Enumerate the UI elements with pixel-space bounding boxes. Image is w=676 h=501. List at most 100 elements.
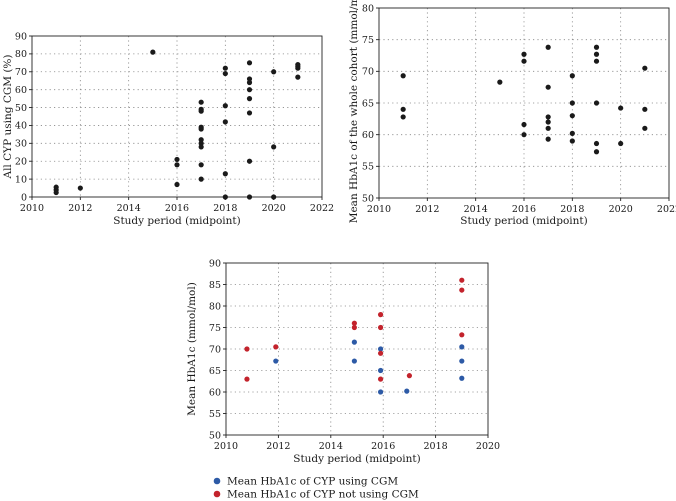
chart-cohort-hba1c-ytick-label: 80 (362, 3, 374, 14)
chart-cohort-hba1c-point-black (521, 132, 527, 138)
chart-cgm-use-point-black (246, 194, 253, 200)
chart-cohort-hba1c-points (400, 44, 648, 155)
legend-label-using-cgm: Mean HbA1c of CYP using CGM (227, 476, 398, 488)
chart-cgm-use-xtick-label: 2020 (262, 203, 286, 214)
chart-cohort-hba1c-ytick-label: 55 (362, 162, 374, 173)
chart-cohort-hba1c-point-black (618, 105, 624, 111)
chart-cohort-hba1c-point-black (521, 121, 527, 128)
chart-cgm-use-point-black (246, 158, 253, 164)
chart-cohort-hba1c-x-label: Study period (midpoint) (460, 215, 587, 227)
legend-label-not-using-cgm: Mean HbA1c of CYP not using CGM (227, 489, 419, 501)
chart-cohort-hba1c-y-ticks: 50 55 60 65 70 75 80 (362, 3, 379, 204)
chart-cohort-hba1c-point-black (593, 100, 600, 106)
chart-cgm-use-ytick-label: 20 (15, 157, 27, 168)
chart-cgm-use-x-ticks: 2010 2012 2014 2016 2018 2020 2022 (20, 197, 334, 214)
chart-cgm-use-xtick-label: 2018 (213, 203, 237, 214)
chart-hba1c-by-cgm-point-red (351, 320, 357, 326)
chart-cgm-use-ytick-label: 30 (15, 139, 27, 150)
chart-hba1c-by-cgm-point-red (244, 346, 250, 352)
chart-cgm-use-xtick-label: 2010 (20, 203, 44, 214)
chart-hba1c-by-cgm-ytick-label: 85 (209, 280, 221, 291)
legend-marker-not-using-cgm (213, 490, 221, 498)
chart-cgm-use-ytick-label: 0 (21, 192, 27, 203)
chart-cohort-hba1c-point-black (400, 106, 406, 112)
chart-cohort-hba1c-point-black (545, 125, 551, 131)
chart-cgm-use-point-black (198, 99, 204, 105)
chart-cgm-use-point-black (174, 181, 180, 188)
chart-hba1c-by-cgm-x-label: Study period (midpoint) (293, 453, 420, 465)
chart-cohort-hba1c-ytick-label: 50 (362, 193, 374, 204)
chart-cohort-hba1c-xtick-label: 2022 (657, 204, 676, 215)
chart-cgm-use-point-black (53, 184, 59, 190)
chart-cgm-use-point-black (246, 76, 253, 82)
chart-cohort-hba1c-point-black (593, 58, 600, 64)
chart-cgm-use-grid (32, 36, 322, 197)
chart-hba1c-by-cgm-points (244, 277, 465, 395)
chart-cgm-use-point-black (222, 119, 228, 125)
chart-cohort-hba1c-grid (379, 8, 669, 198)
chart-cohort-hba1c-point-black (618, 140, 624, 147)
chart-hba1c-by-cgm-point-blue (351, 358, 357, 364)
chart-cgm-use-point-black (150, 49, 156, 55)
chart-cgm-use-point-black (222, 171, 228, 177)
chart-hba1c-by-cgm-grid (226, 263, 488, 435)
chart-cohort-hba1c-point-black (521, 51, 527, 57)
chart-cohort-hba1c-point-black (569, 113, 575, 119)
chart-cgm-use-point-black (198, 106, 204, 112)
chart-cohort-hba1c-point-black (569, 100, 575, 106)
chart-cohort-hba1c-point-black (642, 106, 648, 112)
chart-cohort-hba1c-point-black (545, 114, 551, 120)
chart-hba1c-by-cgm-point-blue (273, 358, 279, 364)
chart-cohort-hba1c-point-black (593, 149, 600, 155)
chart-hba1c-by-cgm-xtick-label: 2014 (319, 441, 343, 452)
chart-cgm-use-xtick-label: 2012 (68, 203, 92, 214)
chart-cohort-hba1c-point-black (569, 130, 575, 136)
chart-cohort-hba1c-point-black (521, 58, 527, 64)
chart-cgm-use: 2010 2012 2014 2016 2018 2020 2022 0 10 20 30 40 50… (2, 31, 334, 227)
chart-hba1c-by-cgm-ytick-label: 80 (209, 301, 221, 312)
chart-hba1c-by-cgm-point-red (244, 376, 250, 382)
chart-hba1c-by-cgm-point-blue (404, 388, 410, 394)
chart-hba1c-by-cgm-point-red (377, 324, 384, 331)
chart-hba1c-by-cgm-x-ticks: 2010 2012 2014 2016 2018 2020 (214, 435, 500, 452)
chart-cgm-use-point-black (271, 69, 277, 75)
chart-cgm-use-point-black (198, 140, 204, 146)
chart-cgm-use-point-black (222, 194, 228, 200)
chart-cohort-hba1c-point-black (569, 138, 575, 144)
chart-cgm-use-xtick-label: 2022 (310, 203, 334, 214)
chart-hba1c-by-cgm-xtick-label: 2010 (214, 441, 238, 452)
chart-cohort-hba1c: 2010 2012 2014 2016 2018 2020 2022 50 55 60 65 70 7… (348, 0, 676, 227)
chart-hba1c-by-cgm-ytick-label: 90 (209, 258, 221, 269)
chart-hba1c-by-cgm-point-blue (351, 339, 357, 345)
chart-cohort-hba1c-x-ticks: 2010 2012 2014 2016 2018 2020 2022 (367, 198, 676, 215)
legend: Mean HbA1c of CYP using CGM Mean HbA1c o… (213, 476, 419, 501)
chart-cohort-hba1c-point-black (400, 114, 406, 120)
chart-cgm-use-y-ticks: 0 10 20 30 40 50 60 70 80 90 (15, 31, 32, 203)
chart-hba1c-by-cgm-point-blue (459, 375, 465, 381)
chart-hba1c-by-cgm-xtick-label: 2020 (476, 441, 500, 452)
chart-cohort-hba1c-point-black (400, 73, 406, 79)
chart-cgm-use-point-black (222, 103, 228, 109)
chart-cohort-hba1c-point-black (545, 119, 551, 125)
chart-hba1c-by-cgm-ytick-label: 65 (209, 366, 221, 377)
chart-cgm-use-point-black (246, 87, 253, 93)
chart-cgm-use-point-black (295, 62, 301, 68)
chart-cohort-hba1c-y-label: Mean HbA1c of the whole cohort (mmol/mol… (348, 0, 360, 223)
chart-cohort-hba1c-ytick-label: 70 (362, 67, 374, 78)
chart-cgm-use-point-black (198, 124, 204, 130)
chart-cohort-hba1c-point-black (545, 44, 551, 50)
chart-cohort-hba1c-point-black (497, 79, 503, 85)
chart-cohort-hba1c-xtick-label: 2014 (464, 204, 488, 215)
chart-cgm-use-ytick-label: 60 (15, 85, 27, 96)
chart-cgm-use-point-black (198, 137, 204, 143)
chart-cgm-use-ytick-label: 10 (15, 174, 27, 185)
chart-hba1c-by-cgm-ytick-label: 75 (209, 323, 221, 334)
chart-cohort-hba1c-xtick-label: 2016 (512, 204, 536, 215)
chart-cohort-hba1c-xtick-label: 2018 (560, 204, 584, 215)
chart-cgm-use-point-black (246, 79, 253, 86)
chart-cgm-use-point-black (198, 144, 204, 150)
chart-hba1c-by-cgm-ytick-label: 55 (209, 409, 221, 420)
chart-cohort-hba1c-point-black (642, 65, 648, 71)
chart-hba1c-by-cgm-point-red (406, 373, 412, 379)
